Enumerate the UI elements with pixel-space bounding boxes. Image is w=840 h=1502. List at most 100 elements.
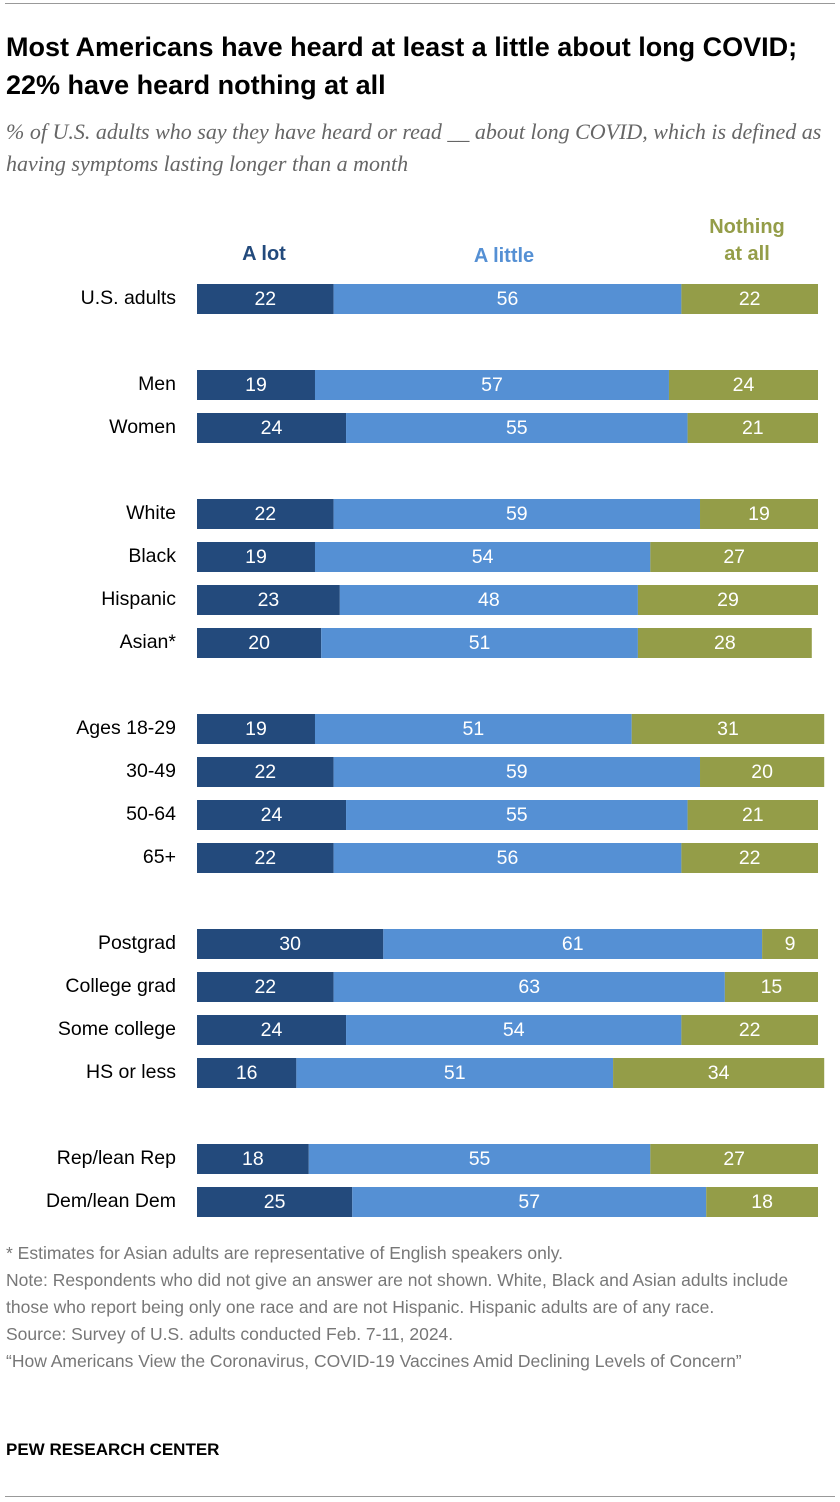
notes: * Estimates for Asian adults are represe… <box>6 1240 831 1375</box>
bar-segment <box>687 413 818 443</box>
category-label: Ages 18-29 <box>76 717 176 739</box>
bar-segment <box>197 370 315 400</box>
bar-segment <box>637 628 812 658</box>
category-label: 65+ <box>143 846 176 868</box>
value-label: 18 <box>751 1191 773 1213</box>
value-label: 48 <box>478 589 500 611</box>
category-label: Men <box>138 373 176 395</box>
bar-segment <box>314 714 632 744</box>
bar-segment <box>650 542 818 572</box>
value-label: 54 <box>472 546 494 568</box>
bar-segment <box>197 1058 297 1088</box>
value-label: 55 <box>506 417 528 439</box>
value-label: 21 <box>742 804 764 826</box>
bar-segment <box>321 628 638 658</box>
value-label: 55 <box>469 1148 491 1170</box>
value-label: 63 <box>518 976 540 998</box>
value-label: 57 <box>518 1191 540 1213</box>
value-label: 59 <box>506 503 528 525</box>
value-label: 55 <box>506 804 528 826</box>
category-label: Asian* <box>120 631 177 653</box>
bottom-rule <box>5 1496 835 1497</box>
value-label: 22 <box>254 847 276 869</box>
note: * Estimates for Asian adults are represe… <box>6 1243 564 1263</box>
value-label: 22 <box>739 847 761 869</box>
value-label: 22 <box>739 1019 761 1041</box>
value-label: 34 <box>708 1062 730 1084</box>
value-label: 20 <box>248 632 270 654</box>
bar-segment <box>339 585 638 615</box>
bar-segment <box>296 1058 614 1088</box>
value-label: 51 <box>469 632 491 654</box>
bar-segment <box>197 757 334 787</box>
bar-segment <box>333 972 725 1002</box>
value-label: 15 <box>761 976 783 998</box>
bar-segment <box>197 843 334 873</box>
bar-segment <box>700 757 825 787</box>
category-label: Postgrad <box>98 932 176 954</box>
bar-segment <box>314 542 651 572</box>
value-label: 23 <box>258 589 280 611</box>
bar-segment <box>700 499 818 529</box>
note: Source: Survey of U.S. adults conducted … <box>6 1324 454 1344</box>
bar-segment <box>197 585 340 615</box>
value-label: 19 <box>245 718 267 740</box>
bar-segment <box>762 929 818 959</box>
value-label: 56 <box>497 847 519 869</box>
bar-segment <box>197 284 334 314</box>
note: “How Americans View the Coronavirus, COV… <box>6 1351 742 1371</box>
bar-segment <box>197 972 334 1002</box>
value-label: 24 <box>261 1019 283 1041</box>
category-label: Dem/lean Dem <box>46 1190 176 1212</box>
value-label: 27 <box>723 546 745 568</box>
value-label: 18 <box>242 1148 264 1170</box>
bar-segment <box>706 1187 818 1217</box>
category-label: College grad <box>65 975 176 997</box>
value-label: 22 <box>254 288 276 310</box>
bar-segment <box>346 1015 682 1045</box>
bar-segment <box>346 800 688 830</box>
value-label: 24 <box>261 804 283 826</box>
category-label: Black <box>128 545 176 567</box>
chart: U.S. adults 22 56 22 Men 19 57 24 Women 24 55 21 Whi… <box>46 284 825 1217</box>
value-label: 25 <box>264 1191 286 1213</box>
note: Note: Respondents who did not give an an… <box>6 1270 789 1317</box>
top-rule <box>5 3 835 4</box>
category-label: White <box>126 502 176 524</box>
bar-segment <box>197 800 347 830</box>
legend-label: A little <box>473 244 535 267</box>
value-label: 54 <box>503 1019 525 1041</box>
bar-segment <box>314 370 669 400</box>
bar-segment <box>333 499 701 529</box>
category-label: Rep/lean Rep <box>57 1147 176 1169</box>
bar-segment <box>197 499 334 529</box>
bar-segment <box>681 1015 818 1045</box>
value-label: 24 <box>733 374 755 396</box>
category-label: 50-64 <box>126 803 176 825</box>
chart-title: Most Americans have heard at least a lit… <box>6 32 798 100</box>
bar-segment <box>333 843 682 873</box>
value-label: 61 <box>562 933 584 955</box>
bar-segment <box>352 1187 707 1217</box>
value-label: 29 <box>717 589 739 611</box>
category-label: HS or less <box>86 1061 176 1083</box>
value-label: 56 <box>497 288 519 310</box>
value-label: 19 <box>245 546 267 568</box>
value-label: 57 <box>481 374 503 396</box>
bar-segment <box>197 628 322 658</box>
bar-segment <box>650 1144 818 1174</box>
value-label: 28 <box>714 632 736 654</box>
category-label: Women <box>109 416 176 438</box>
chart-subtitle: % of U.S. adults who say they have heard… <box>6 119 822 176</box>
bar-segment <box>681 284 818 314</box>
value-label: 9 <box>785 933 796 955</box>
bar-segment <box>631 714 825 744</box>
value-label: 19 <box>245 374 267 396</box>
bar-segment <box>197 714 315 744</box>
bar-segment <box>637 585 818 615</box>
bar-segment <box>687 800 818 830</box>
bar-segment <box>197 1187 353 1217</box>
category-label: 30-49 <box>126 760 176 782</box>
bar-segment <box>197 929 384 959</box>
value-label: 51 <box>462 718 484 740</box>
